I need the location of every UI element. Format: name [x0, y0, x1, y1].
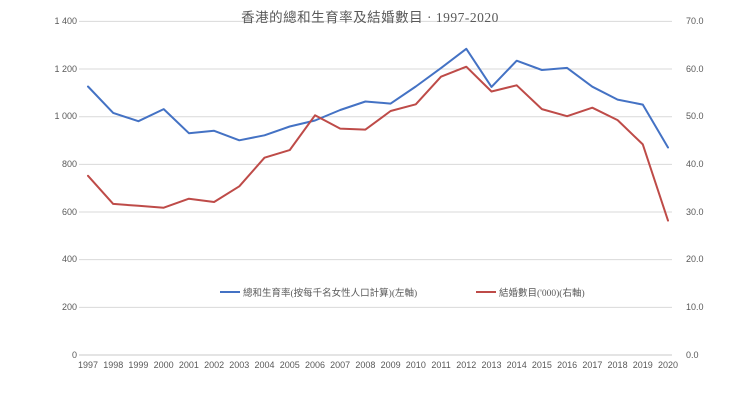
x-axis-tick-label: 2014	[506, 360, 527, 370]
x-axis-tick-label: 2019	[632, 360, 653, 370]
x-axis-tick-label: 2018	[607, 360, 628, 370]
y-axis-left-tick-label: 1 400	[54, 15, 77, 26]
x-axis-tick-label: 2007	[330, 360, 351, 370]
x-axis-tick-label: 2016	[557, 360, 578, 370]
x-axis-tick-label: 2006	[304, 360, 325, 370]
legend-label: 總和生育率(按每千名女性人口計算)(左軸)	[243, 289, 418, 299]
y-axis-right-tick-label: 30.0	[686, 206, 704, 217]
legend-item-fertility-rate: 總和生育率(按每千名女性人口計算)(左軸)	[220, 286, 418, 299]
x-axis-tick-label: 2003	[229, 360, 250, 370]
y-axis-right-tick-label: 40.0	[686, 158, 704, 169]
x-axis-tick-label: 2005	[279, 360, 300, 370]
y-axis-left-tick-label: 1 200	[54, 63, 77, 74]
y-axis-left-tick-label: 400	[61, 254, 77, 265]
legend-line-swatch	[220, 291, 240, 293]
legend-item-marriages: 結婚數目('000)(右軸)	[476, 286, 585, 299]
y-axis-left-tick-label: 800	[61, 158, 77, 169]
y-axis-left-tick-label: 600	[61, 206, 77, 217]
x-axis-tick-label: 2012	[456, 360, 477, 370]
x-axis-tick-label: 2004	[254, 360, 275, 370]
x-axis-tick-label: 2002	[204, 360, 225, 370]
x-axis-tick-label: 2001	[178, 360, 199, 370]
y-axis-left-tick-label: 0	[71, 349, 77, 360]
y-axis-left-tick-label: 1 000	[54, 111, 77, 122]
series-line-marriages	[87, 65, 669, 222]
y-axis-right-tick-label: 20.0	[686, 254, 704, 265]
x-axis-tick-label: 2009	[380, 360, 401, 370]
y-axis-right-tick-label: 10.0	[686, 301, 704, 312]
x-axis-tick-label: 1998	[103, 360, 124, 370]
x-axis-tick-label: 2010	[405, 360, 426, 370]
x-axis-tick-label: 2011	[431, 360, 451, 370]
y-axis-right-tick-label: 70.0	[686, 15, 704, 26]
x-axis-tick-label: 2017	[582, 360, 603, 370]
x-axis-tick-label: 2008	[355, 360, 376, 370]
y-axis-left-tick-label: 200	[61, 301, 77, 312]
chart-title: 香港的總和生育率及結婚數目 · 1997-2020	[241, 10, 499, 25]
x-axis-tick-label: 1997	[77, 360, 99, 370]
x-axis-tick-label: 2015	[531, 360, 552, 370]
x-axis-tick-label: 2000	[153, 360, 174, 370]
x-axis-tick-label: 2020	[657, 360, 679, 370]
x-axis-tick-label: 2013	[481, 360, 502, 370]
y-axis-right-tick-label: 60.0	[686, 63, 704, 74]
series-line-fertility-rate	[87, 47, 669, 149]
y-axis-right-tick-label: 50.0	[686, 111, 704, 122]
legend-line-swatch	[476, 291, 496, 293]
x-axis-tick-label: 1999	[128, 360, 149, 370]
legend-label: 結婚數目('000)(右軸)	[499, 289, 585, 299]
y-axis-right-tick-label: 0.0	[686, 349, 699, 360]
